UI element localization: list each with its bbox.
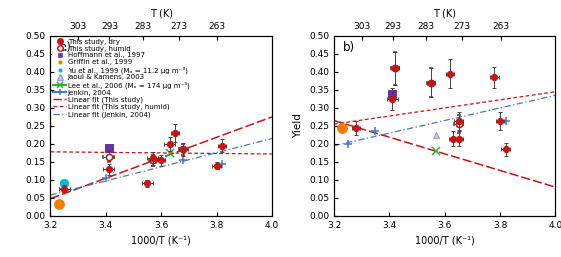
Legend: This study, dry, This study, humid, Hoffmann et al., 1997, Griffin et al., 1999,: This study, dry, This study, humid, Hoff… bbox=[53, 38, 190, 118]
X-axis label: 1000/T (K⁻¹): 1000/T (K⁻¹) bbox=[131, 235, 191, 245]
X-axis label: T (K): T (K) bbox=[433, 8, 456, 19]
Text: b): b) bbox=[343, 41, 355, 54]
X-axis label: 1000/T (K⁻¹): 1000/T (K⁻¹) bbox=[415, 235, 475, 245]
Y-axis label: Yield: Yield bbox=[293, 114, 304, 138]
Text: a): a) bbox=[59, 41, 71, 54]
X-axis label: T (K): T (K) bbox=[150, 8, 173, 19]
